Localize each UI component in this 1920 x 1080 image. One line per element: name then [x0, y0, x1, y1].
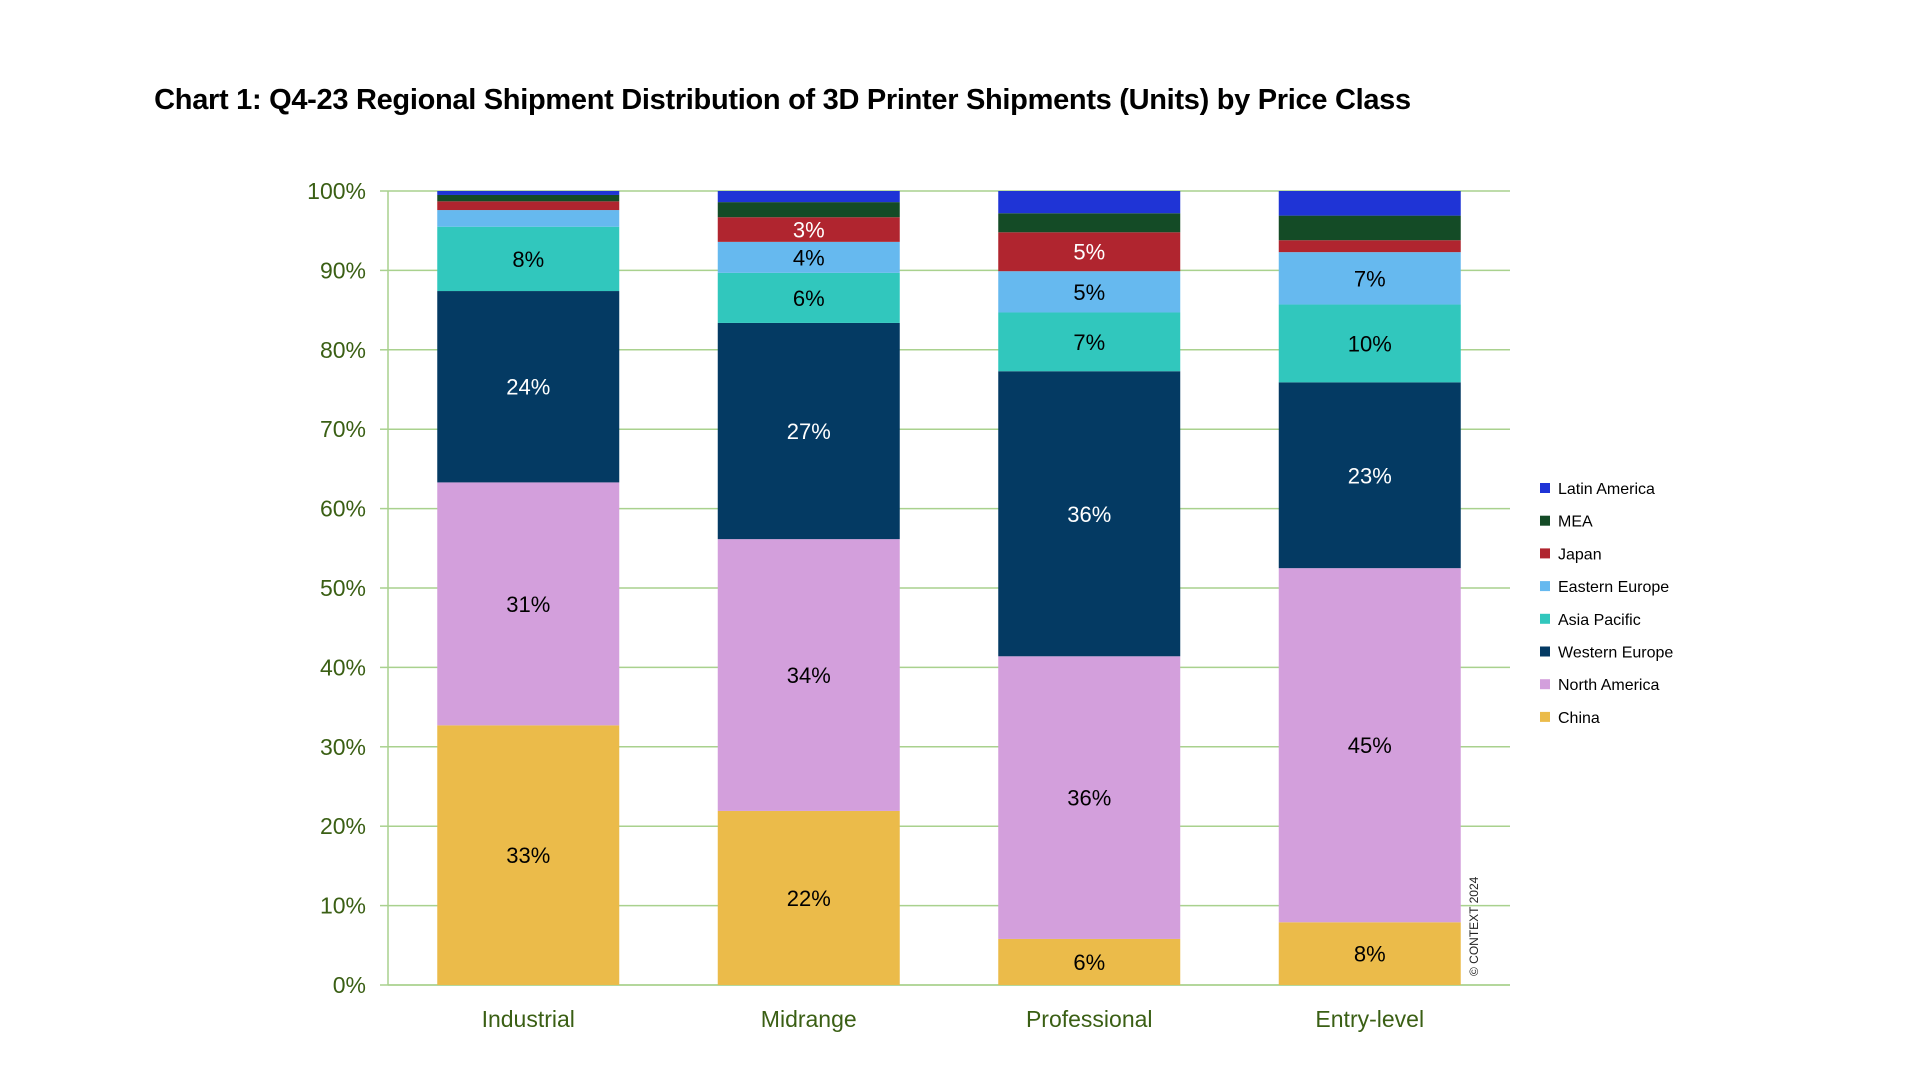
x-tick-label: Professional — [1026, 1006, 1153, 1032]
legend-label-western-europe: Western Europe — [1558, 645, 1673, 662]
bar-segment-china — [437, 725, 620, 985]
data-label: 33% — [506, 843, 550, 868]
bar-segment-asia-pacific — [1278, 304, 1461, 383]
bar-segment-asia-pacific — [437, 226, 620, 292]
bar-segment-western-europe — [1278, 382, 1461, 569]
legend-swatch-asia-pacific — [1540, 613, 1550, 624]
bar-segment-western-europe — [998, 371, 1181, 657]
data-label: 5% — [1073, 240, 1105, 265]
legend-swatch-japan — [1540, 548, 1550, 559]
data-label: 23% — [1348, 463, 1392, 488]
legend-swatch-western-europe — [1540, 646, 1550, 657]
data-label: 8% — [1354, 942, 1386, 967]
bar-segment-eastern-europe — [437, 210, 620, 227]
data-label: 8% — [512, 247, 544, 272]
data-label: 6% — [793, 286, 825, 311]
bar-segment-western-europe — [717, 322, 900, 540]
data-label: 7% — [1073, 330, 1105, 355]
y-tick-label: 10% — [320, 893, 366, 919]
y-tick-label: 20% — [320, 813, 366, 839]
bar-segment-north-america — [717, 539, 900, 811]
bar-segment-north-america — [1278, 568, 1461, 923]
bar-segment-latin-america — [998, 191, 1181, 214]
data-label: 31% — [506, 592, 550, 617]
bar-segment-china — [1278, 922, 1461, 985]
x-tick-label: Entry-level — [1315, 1006, 1424, 1032]
y-tick-label: 60% — [320, 496, 366, 522]
legend-swatch-north-america — [1540, 679, 1550, 690]
legend-swatch-china — [1540, 711, 1550, 722]
legend-label-north-america: North America — [1558, 677, 1659, 694]
data-label: 24% — [506, 375, 550, 400]
data-label: 7% — [1354, 266, 1386, 291]
x-tick-label: Industrial — [482, 1006, 575, 1032]
bar-segment-mea — [1278, 215, 1461, 241]
bar-segment-japan — [1278, 240, 1461, 253]
data-label: 36% — [1067, 786, 1111, 811]
y-tick-label: 90% — [320, 257, 366, 283]
legend-label-latin-america: Latin America — [1558, 481, 1655, 498]
bar-segment-japan — [998, 232, 1181, 272]
legend-swatch-mea — [1540, 515, 1550, 526]
data-label: 36% — [1067, 502, 1111, 527]
data-label: 6% — [1073, 950, 1105, 975]
x-axis-ticks: Industrial Midrange Professional Entry-leve… — [482, 1006, 1424, 1032]
bars — [437, 191, 1461, 985]
bar-segment-mea — [437, 194, 620, 202]
bar-segment-eastern-europe — [998, 271, 1181, 313]
bar-segment-western-europe — [437, 291, 620, 483]
data-label: 10% — [1348, 331, 1392, 356]
bar-segment-north-america — [437, 482, 620, 726]
legend-label-asia-pacific: Asia Pacific — [1558, 612, 1641, 629]
bar-segment-mea — [998, 213, 1181, 233]
data-labels: 33% 31% 24% 8% 22% 34% 27% 6% 4%3% 6% 36% 36% 7% 5% 5%… — [506, 218, 1392, 975]
bar-segment-latin-america — [717, 191, 900, 203]
data-label: 45% — [1348, 733, 1392, 758]
bar-segment-china — [717, 810, 900, 985]
data-label: 22% — [787, 886, 831, 911]
copyright-text: © CONTEXT 2024 — [1467, 876, 1481, 976]
data-label: 3% — [793, 218, 825, 243]
y-axis-ticks: 0% 10% 20% 30% 40% 50% 60% 70% 80% 90% 100% — [307, 178, 366, 998]
bar-segment-latin-america — [437, 191, 620, 195]
y-tick-label: 100% — [307, 178, 366, 204]
bar-segment-north-america — [998, 656, 1181, 939]
legend-label-mea: MEA — [1558, 514, 1593, 531]
data-label: 34% — [787, 663, 831, 688]
x-tick-label: Midrange — [761, 1006, 857, 1032]
y-tick-label: 70% — [320, 416, 366, 442]
legend-label-eastern-europe: Eastern Europe — [1558, 579, 1669, 596]
y-tick-label: 50% — [320, 575, 366, 601]
bar-segment-japan — [437, 201, 620, 211]
legend: Latin America MEA Japan Eastern Europe Asia … — [1540, 481, 1673, 727]
legend-swatch-latin-america — [1540, 483, 1550, 493]
bar-segment-eastern-europe — [1278, 252, 1461, 305]
y-tick-label: 0% — [333, 972, 366, 998]
data-label: 27% — [787, 419, 831, 444]
bar-segment-china — [998, 938, 1181, 985]
bar-segment-eastern-europe — [717, 241, 900, 273]
y-tick-label: 40% — [320, 654, 366, 680]
legend-swatch-eastern-europe — [1540, 581, 1550, 592]
y-tick-label: 80% — [320, 337, 366, 363]
bar-segment-mea — [717, 202, 900, 218]
bar-segment-asia-pacific — [998, 312, 1181, 372]
bar-segment-latin-america — [1278, 191, 1461, 216]
data-label: 5% — [1073, 280, 1105, 305]
bar-segment-japan — [717, 217, 900, 242]
chart-title: Chart 1: Q4-23 Regional Shipment Distrib… — [154, 84, 1411, 116]
y-tick-label: 30% — [320, 734, 366, 760]
legend-label-japan: Japan — [1558, 546, 1602, 563]
data-label: 4% — [793, 245, 825, 270]
legend-label-china: China — [1558, 710, 1600, 727]
bar-segment-asia-pacific — [717, 272, 900, 323]
